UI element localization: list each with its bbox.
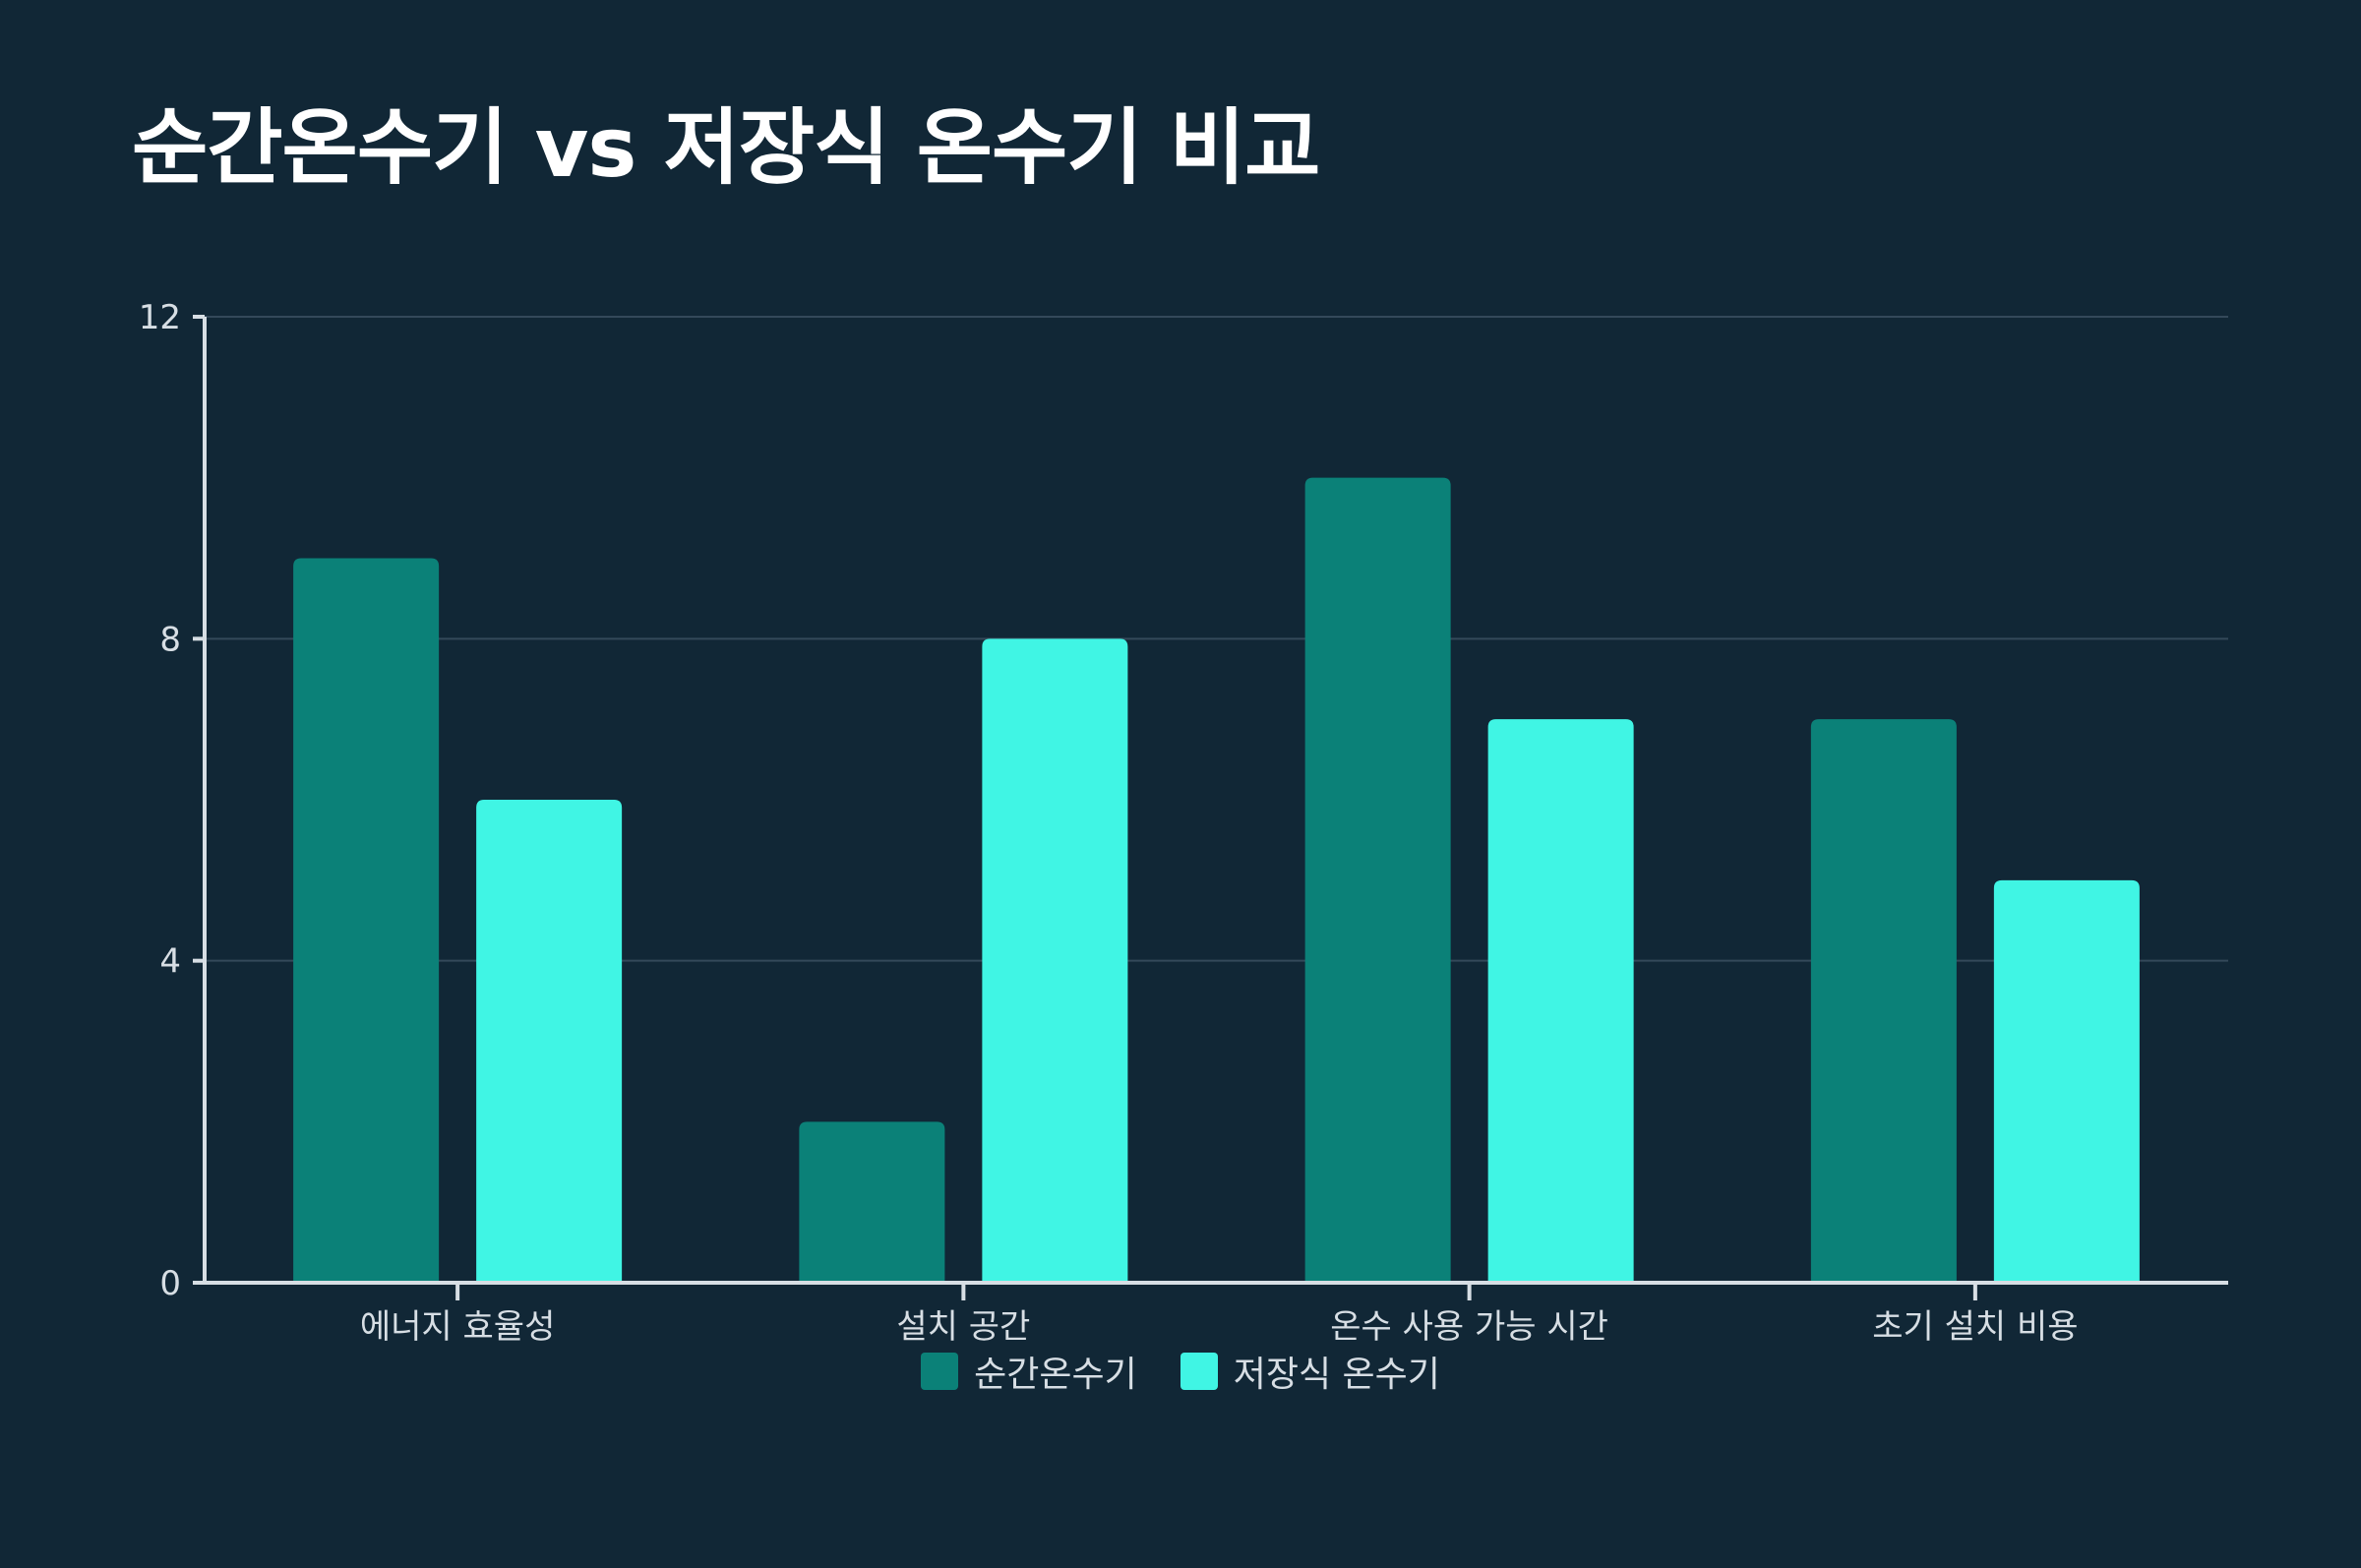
bar-series-1-4[interactable] (1810, 719, 1957, 1283)
bar-series-1-3[interactable] (1304, 477, 1451, 1284)
legend-label-series-2: 저장식 온수기 (1233, 1355, 1440, 1395)
y-tick-label-3: 12 (139, 298, 181, 337)
x-tick-label-1: 에너지 효율성 (360, 1307, 556, 1347)
bar-series-2-2[interactable] (982, 638, 1128, 1283)
legend-item-series-2[interactable]: 저장식 온수기 (1180, 1346, 1440, 1397)
y-tick-label-2: 8 (159, 620, 181, 659)
bar-series-2-4[interactable] (1993, 879, 2140, 1283)
x-tick-label-3: 온수 사용 가능 시간 (1330, 1307, 1608, 1347)
bar-series-2-1[interactable] (476, 800, 623, 1283)
chart-title: 순간온수기 vs 저장식 온수기 비교 (132, 99, 1320, 196)
y-tick-label-1: 4 (159, 942, 181, 982)
bar-series-2-3[interactable] (1487, 719, 1634, 1283)
bar-series-1-2[interactable] (799, 1121, 945, 1283)
legend-swatch-series-2 (1180, 1353, 1218, 1390)
x-tick-label-4: 초기 설치 비용 (1872, 1307, 2078, 1347)
legend-item-series-1[interactable]: 순간온수기 (921, 1346, 1137, 1397)
legend-label-series-1: 순간온수기 (974, 1355, 1137, 1395)
legend: 순간온수기 저장식 온수기 (0, 1346, 2361, 1397)
x-tick-label-2: 설치 공간 (896, 1307, 1030, 1347)
legend-swatch-series-1 (921, 1353, 959, 1390)
y-tick-label-0: 0 (159, 1264, 181, 1303)
bar-series-1-1[interactable] (293, 558, 440, 1284)
